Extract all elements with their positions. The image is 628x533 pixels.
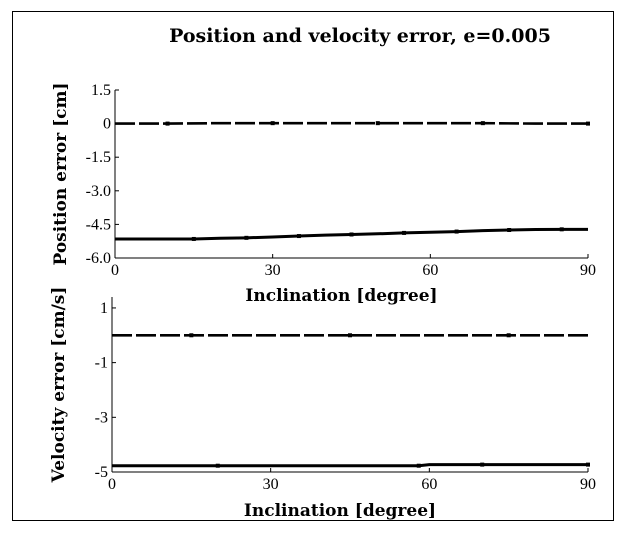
series-line-1-1 (112, 463, 588, 468)
y-axis-label: Position error [cm] (51, 83, 71, 266)
series-point-0-0 (375, 121, 380, 126)
x-tick-label: 0 (108, 476, 116, 493)
y-tick-label: 1.5 (91, 82, 111, 99)
y-axis-label: Velocity error [cm/s] (49, 287, 69, 484)
series-point-0-0 (586, 121, 590, 126)
y-tick-label: -5 (95, 464, 108, 481)
series-point-0-1 (402, 230, 407, 235)
y-tick-label: 1 (100, 300, 108, 317)
series-point-0-0 (165, 121, 170, 126)
series-line-0-1 (115, 227, 588, 241)
series-point-1-1 (480, 462, 485, 467)
series-point-0-1 (296, 234, 301, 239)
series-point-0-0 (480, 121, 485, 126)
series-point-1-1 (215, 463, 220, 468)
series-point-0-0 (270, 121, 275, 126)
series-point-1-0 (189, 333, 194, 338)
x-axis-label: Inclination [degree] (245, 286, 437, 306)
series-point-0-1 (349, 232, 354, 237)
series-point-0-1 (244, 235, 249, 240)
y-tick-label: -4.5 (86, 216, 111, 233)
x-tick-label: 90 (580, 476, 596, 493)
series-point-0-1 (507, 228, 512, 232)
y-tick-label: -1.5 (86, 149, 111, 166)
x-tick-label: 0 (111, 262, 119, 279)
series-point-0-1 (454, 229, 459, 234)
x-axis-label: Inclination [degree] (244, 501, 436, 521)
x-tick-label: 30 (263, 476, 279, 493)
series-point-1-0 (506, 333, 511, 338)
y-tick-label: -3 (95, 409, 108, 426)
x-tick-label: 90 (580, 262, 596, 279)
y-tick-label: -1 (95, 355, 108, 372)
series-point-1-0 (348, 333, 352, 338)
x-tick-label: 30 (265, 262, 281, 279)
series-point-1-1 (586, 462, 590, 467)
x-tick-label: 60 (421, 476, 437, 493)
y-tick-label: -3.0 (86, 183, 111, 200)
series-point-0-1 (191, 236, 196, 241)
y-tick-label: -6.0 (86, 250, 111, 267)
x-tick-label: 60 (422, 262, 438, 279)
y-tick-label: 0 (103, 116, 111, 133)
series-point-1-1 (416, 463, 421, 468)
series-point-0-1 (559, 227, 564, 232)
chart-title: Position and velocity error, e=0.005 (169, 25, 551, 47)
